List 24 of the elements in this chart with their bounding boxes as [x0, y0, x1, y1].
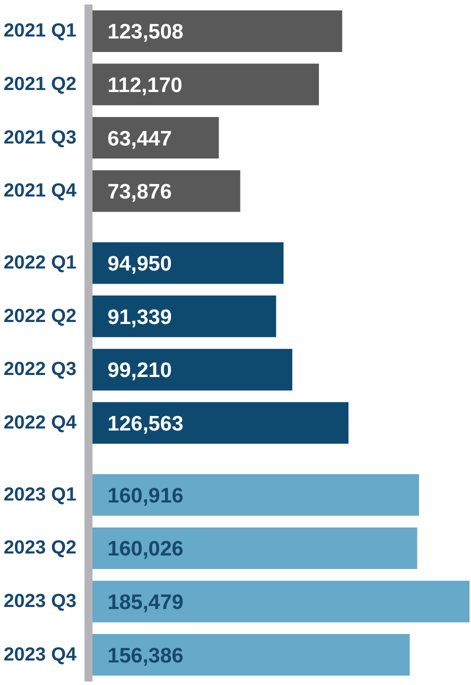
y-tick-label: 2022 Q2: [4, 306, 77, 327]
y-tick-label: 2021 Q2: [4, 74, 77, 95]
data-label: 91,339: [108, 306, 172, 329]
y-tick-label: 2021 Q4: [4, 180, 77, 202]
y-tick-label: 2023 Q1: [4, 484, 77, 506]
data-label: 160,916: [108, 484, 184, 508]
data-label: 73,876: [108, 180, 172, 204]
y-tick-label: 2022 Q4: [4, 412, 77, 434]
y-tick-label: 2023 Q4: [4, 644, 77, 666]
data-label: 160,026: [108, 538, 184, 561]
data-label: 185,479: [108, 591, 184, 614]
y-tick-label: 2023 Q2: [4, 538, 77, 559]
data-label: 156,386: [108, 644, 184, 668]
data-label: 126,563: [108, 412, 184, 436]
y-tick-label: 2023 Q3: [4, 591, 77, 612]
data-label: 94,950: [108, 252, 172, 276]
data-label: 112,170: [108, 74, 182, 97]
y-tick-label: 2021 Q3: [4, 127, 77, 148]
data-label: 63,447: [108, 127, 172, 150]
y-tick-label: 2022 Q3: [4, 359, 77, 380]
y-tick-label: 2021 Q1: [4, 20, 77, 42]
data-label: 99,210: [108, 359, 172, 382]
y-tick-label: 2022 Q1: [4, 252, 77, 274]
data-label: 123,508: [108, 20, 184, 44]
